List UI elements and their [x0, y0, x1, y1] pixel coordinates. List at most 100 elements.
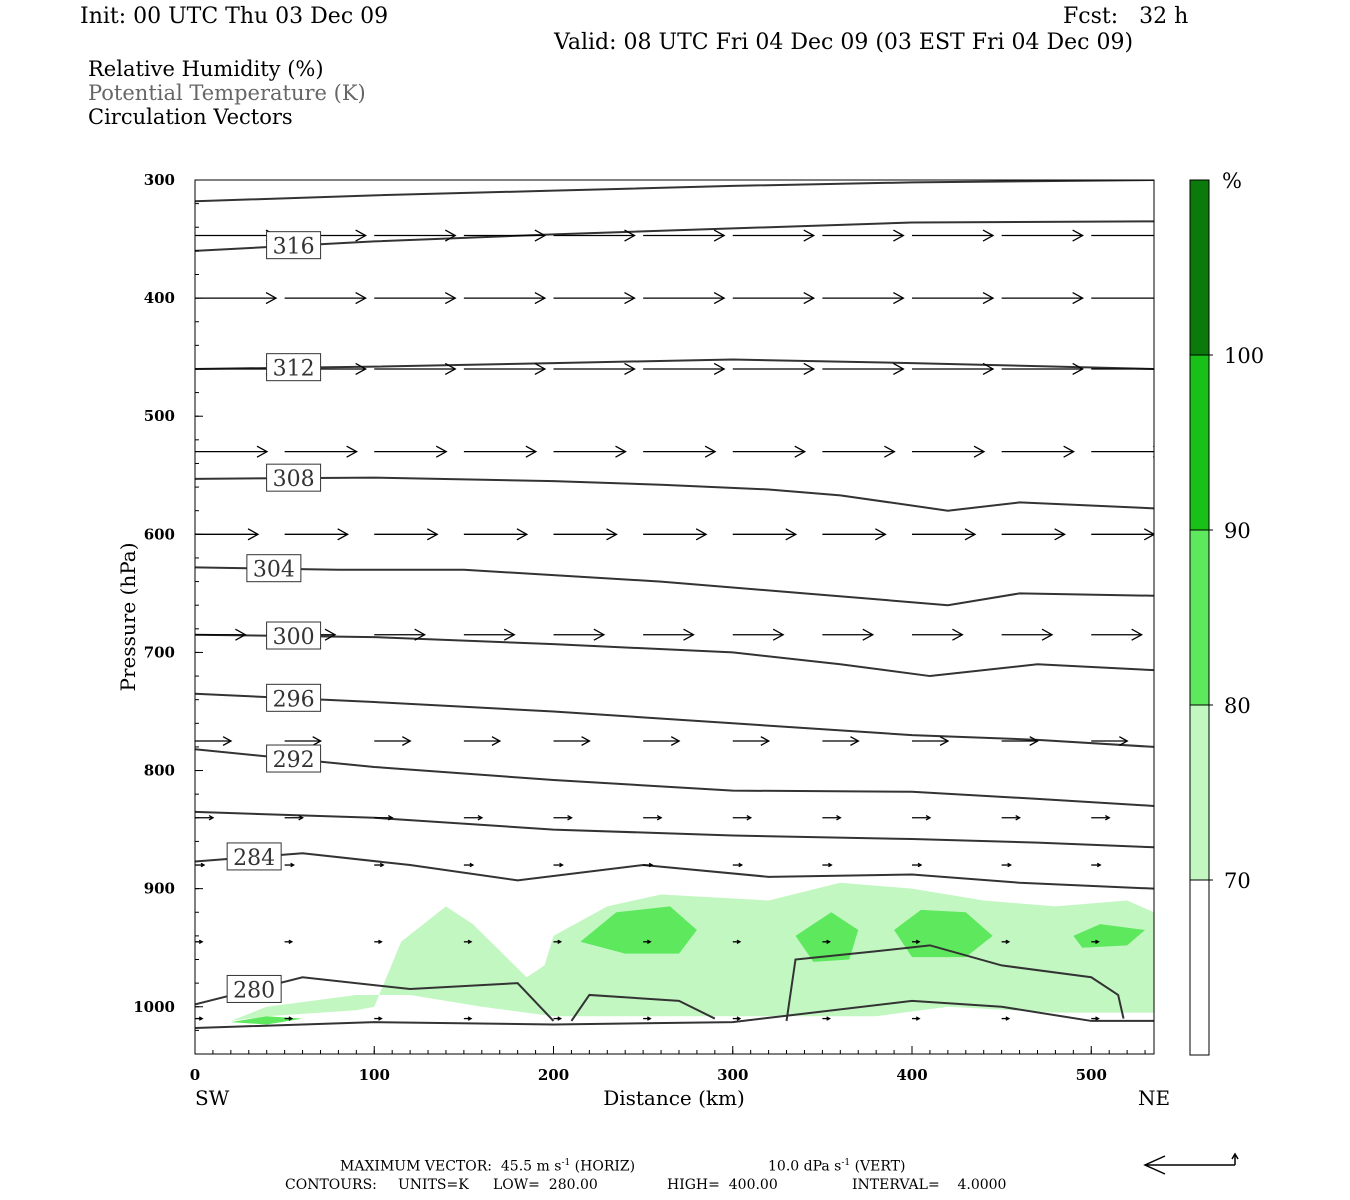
vector-6-7 — [822, 736, 860, 746]
vert-exponent: -1 — [841, 1158, 851, 1168]
vector-9-3 — [463, 939, 473, 945]
theta-contour-5 — [195, 633, 1154, 678]
vector-5-4 — [553, 628, 606, 641]
contour-label-284: 284 — [226, 842, 282, 871]
vector-2-3 — [463, 362, 547, 376]
vector-6-0 — [195, 736, 233, 746]
vector-7-1 — [284, 815, 304, 821]
vector-2-8 — [912, 362, 995, 376]
vector-5-6 — [732, 628, 785, 641]
vector-5-5 — [643, 628, 695, 641]
vector-6-8 — [912, 736, 950, 746]
colorbar-segment-4 — [1189, 879, 1210, 1056]
theta-contour-9 — [195, 852, 1154, 890]
vector-5-10 — [1091, 628, 1144, 641]
vector-1-7 — [822, 292, 905, 305]
footer-contours-label: CONTOURS: — [285, 1177, 377, 1193]
vector-2-6 — [732, 362, 816, 376]
colorbar-segment-3 — [1189, 704, 1210, 881]
theta-contour-11 — [570, 993, 716, 1022]
y-tick-label: 600 — [144, 525, 175, 543]
vector-2-0 — [195, 362, 278, 376]
vector-0-0 — [195, 229, 278, 242]
contour-label-text: 300 — [273, 625, 315, 650]
vector-5-3 — [463, 628, 516, 641]
vector-9-10 — [1091, 939, 1100, 945]
vector-4-8 — [912, 528, 977, 541]
valid-time: Valid: 08 UTC Fri 04 Dec 09 (03 EST Fri … — [554, 30, 1134, 55]
vector-8-1 — [284, 862, 295, 868]
circulation-vectors — [195, 229, 1190, 1021]
horiz-tag: (HORIZ) — [574, 1158, 636, 1175]
theta-contour-13 — [195, 999, 1154, 1030]
vector-4-7 — [822, 528, 887, 541]
contour-label-text: 292 — [273, 748, 315, 773]
vector-3-3 — [463, 445, 538, 458]
contour-label-text: 280 — [233, 978, 275, 1003]
vector-7-4 — [553, 815, 573, 821]
vector-10-2 — [374, 1016, 383, 1021]
vector-7-2 — [374, 815, 394, 821]
contour-label-300: 300 — [266, 621, 322, 650]
vector-9-2 — [374, 939, 383, 945]
legend-potential-temperature: Potential Temperature (K) — [88, 81, 366, 105]
vector-3-2 — [374, 445, 448, 458]
vector-8-2 — [374, 862, 385, 868]
contour-label-text: 304 — [253, 558, 295, 583]
vector-8-4 — [553, 862, 564, 868]
vector-9-9 — [1001, 939, 1011, 945]
vector-0-7 — [822, 229, 905, 242]
vector-3-10 — [1091, 445, 1154, 458]
vector-0-9 — [1001, 229, 1084, 242]
contour-label-text: 312 — [273, 357, 315, 382]
vector-3-7 — [822, 445, 896, 458]
vector-10-8 — [912, 1016, 921, 1021]
theta-contour-0 — [195, 220, 1154, 252]
vector-6-6 — [732, 736, 771, 746]
vector-3-9 — [1001, 445, 1075, 458]
theta-contour-1 — [195, 180, 1154, 203]
max-vector-horiz: 45.5 m s — [500, 1158, 562, 1175]
vector-6-4 — [553, 736, 591, 746]
vector-10-3 — [463, 1016, 473, 1021]
vector-2-5 — [643, 362, 726, 376]
vector-7-11 — [1154, 816, 1172, 820]
rh-shading — [230, 882, 1154, 1025]
colorbar: 100 90 80 70 — [1189, 179, 1264, 1056]
vector-2-7 — [822, 362, 905, 376]
plot-frame — [194, 179, 1155, 1055]
vector-6-10 — [1091, 736, 1129, 746]
vector-6-2 — [374, 736, 412, 746]
vector-4-0 — [195, 528, 260, 541]
vector-8-11 — [1154, 863, 1163, 866]
max-vector-vert: 10.0 dPa s — [768, 1158, 842, 1175]
vector-10-6 — [732, 1016, 742, 1021]
vector-3-8 — [912, 445, 986, 458]
colorbar-segment-1 — [1189, 354, 1210, 531]
vector-4-3 — [463, 528, 529, 541]
contour-labels: 316 312 308 304 300 296 292 284 280 — [226, 231, 322, 1003]
axes: 300 400 500 600 700 800 900 1000 0 100 200 300 400 50… — [133, 171, 1146, 1084]
vector-4-2 — [374, 528, 439, 541]
theta-contour-12 — [785, 944, 1125, 1022]
vector-8-9 — [1001, 862, 1012, 868]
x-tick-label: 100 — [359, 1066, 390, 1084]
vector-7-5 — [643, 815, 663, 821]
reference-vector — [1143, 1152, 1239, 1175]
vector-6-5 — [643, 736, 681, 746]
vector-1-1 — [284, 292, 367, 305]
vector-9-1 — [284, 939, 294, 945]
contour-label-296: 296 — [266, 683, 322, 712]
vector-10-4 — [553, 1016, 563, 1021]
theta-contour-7 — [195, 748, 1154, 807]
vector-7-10 — [1091, 815, 1111, 821]
vector-8-6 — [732, 862, 744, 868]
vector-10-7 — [822, 1016, 831, 1021]
vector-3-6 — [732, 445, 807, 458]
vector-9-7 — [822, 939, 831, 945]
vector-6-11 — [1154, 737, 1190, 746]
vector-7-6 — [732, 815, 753, 821]
vector-0-4 — [553, 229, 636, 242]
colorbar-level-100: 100 — [1224, 344, 1264, 368]
y-tick-label: 500 — [144, 407, 175, 425]
